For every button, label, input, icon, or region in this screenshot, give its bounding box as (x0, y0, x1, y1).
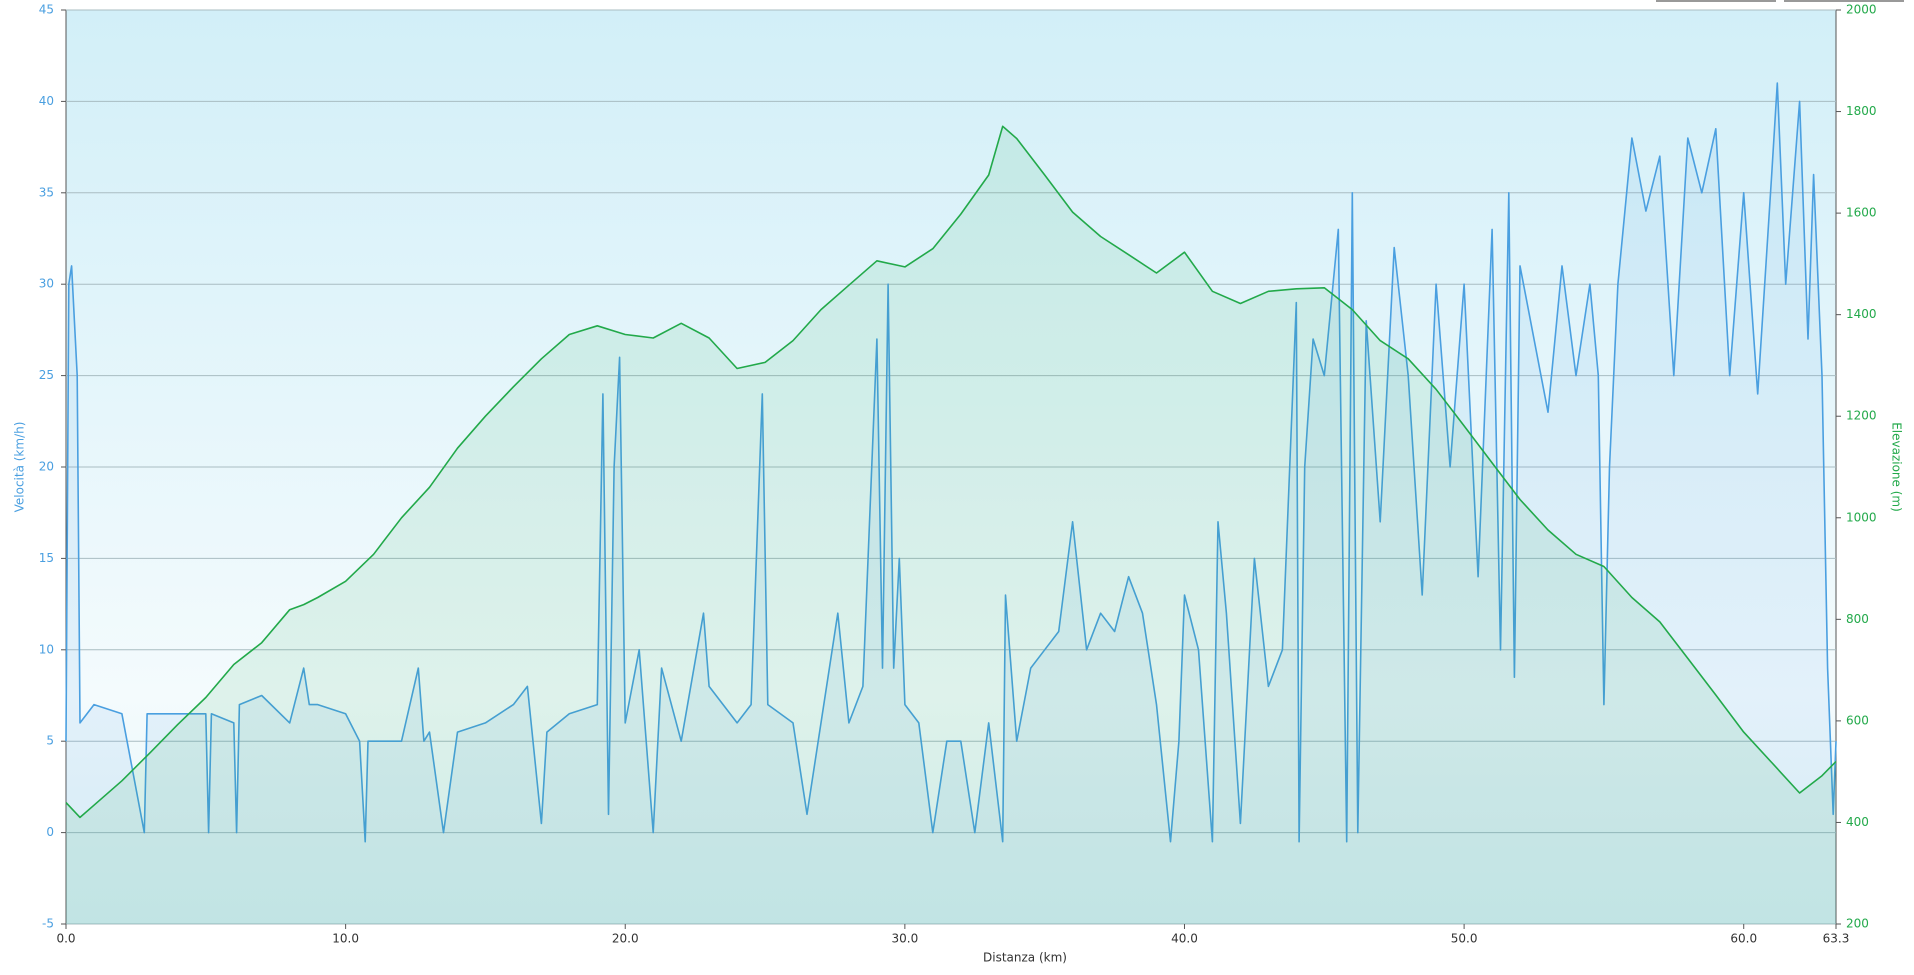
y2-axis-title: Elevazione (m) (1890, 422, 1904, 512)
x-tick-label: 60.0 (1730, 932, 1757, 946)
y2-tick-label: 1200 (1846, 409, 1877, 423)
series-line (65, 125, 1837, 819)
y-tick-label: 0 (46, 825, 54, 839)
series-line (65, 82, 1837, 843)
y2-tick-label: 1000 (1846, 510, 1877, 524)
y2-tick-label: 1800 (1846, 104, 1877, 118)
toolbar-button[interactable] (1656, 0, 1776, 2)
series-area (66, 83, 1836, 925)
y-tick-label: 15 (39, 551, 54, 565)
y-axis-title: Velocità (km/h) (13, 422, 27, 513)
y-tick-label: 5 (46, 734, 54, 748)
y-tick-label: 10 (39, 642, 54, 656)
x-axis-title: Distanza (km) (983, 951, 1067, 965)
series-area (66, 126, 1836, 925)
y2-tick-label: 600 (1846, 713, 1869, 727)
y2-tick-label: 200 (1846, 917, 1869, 931)
x-tick-label: 30.0 (892, 932, 919, 946)
y2-tick-label: 1400 (1846, 307, 1877, 321)
x-tick-label: 63.3 (1823, 932, 1850, 946)
x-tick-label: 0.0 (56, 932, 75, 946)
y-tick-label: 40 (39, 94, 54, 108)
y-tick-label: 25 (39, 368, 54, 382)
toolbar-button[interactable] (1784, 0, 1904, 2)
y2-tick-label: 1600 (1846, 206, 1877, 220)
x-tick-label: 20.0 (612, 932, 639, 946)
y2-tick-label: 800 (1846, 612, 1869, 626)
y-tick-label: 35 (39, 185, 54, 199)
y2-tick-label: 2000 (1846, 3, 1877, 17)
x-tick-label: 10.0 (332, 932, 359, 946)
x-tick-label: 40.0 (1171, 932, 1198, 946)
y2-tick-label: 400 (1846, 815, 1869, 829)
y-tick-label: 30 (39, 277, 54, 291)
y-tick-label: 20 (39, 460, 54, 474)
y-tick-label: -5 (42, 917, 54, 931)
x-tick-label: 50.0 (1451, 932, 1478, 946)
y-tick-label: 45 (39, 3, 54, 17)
